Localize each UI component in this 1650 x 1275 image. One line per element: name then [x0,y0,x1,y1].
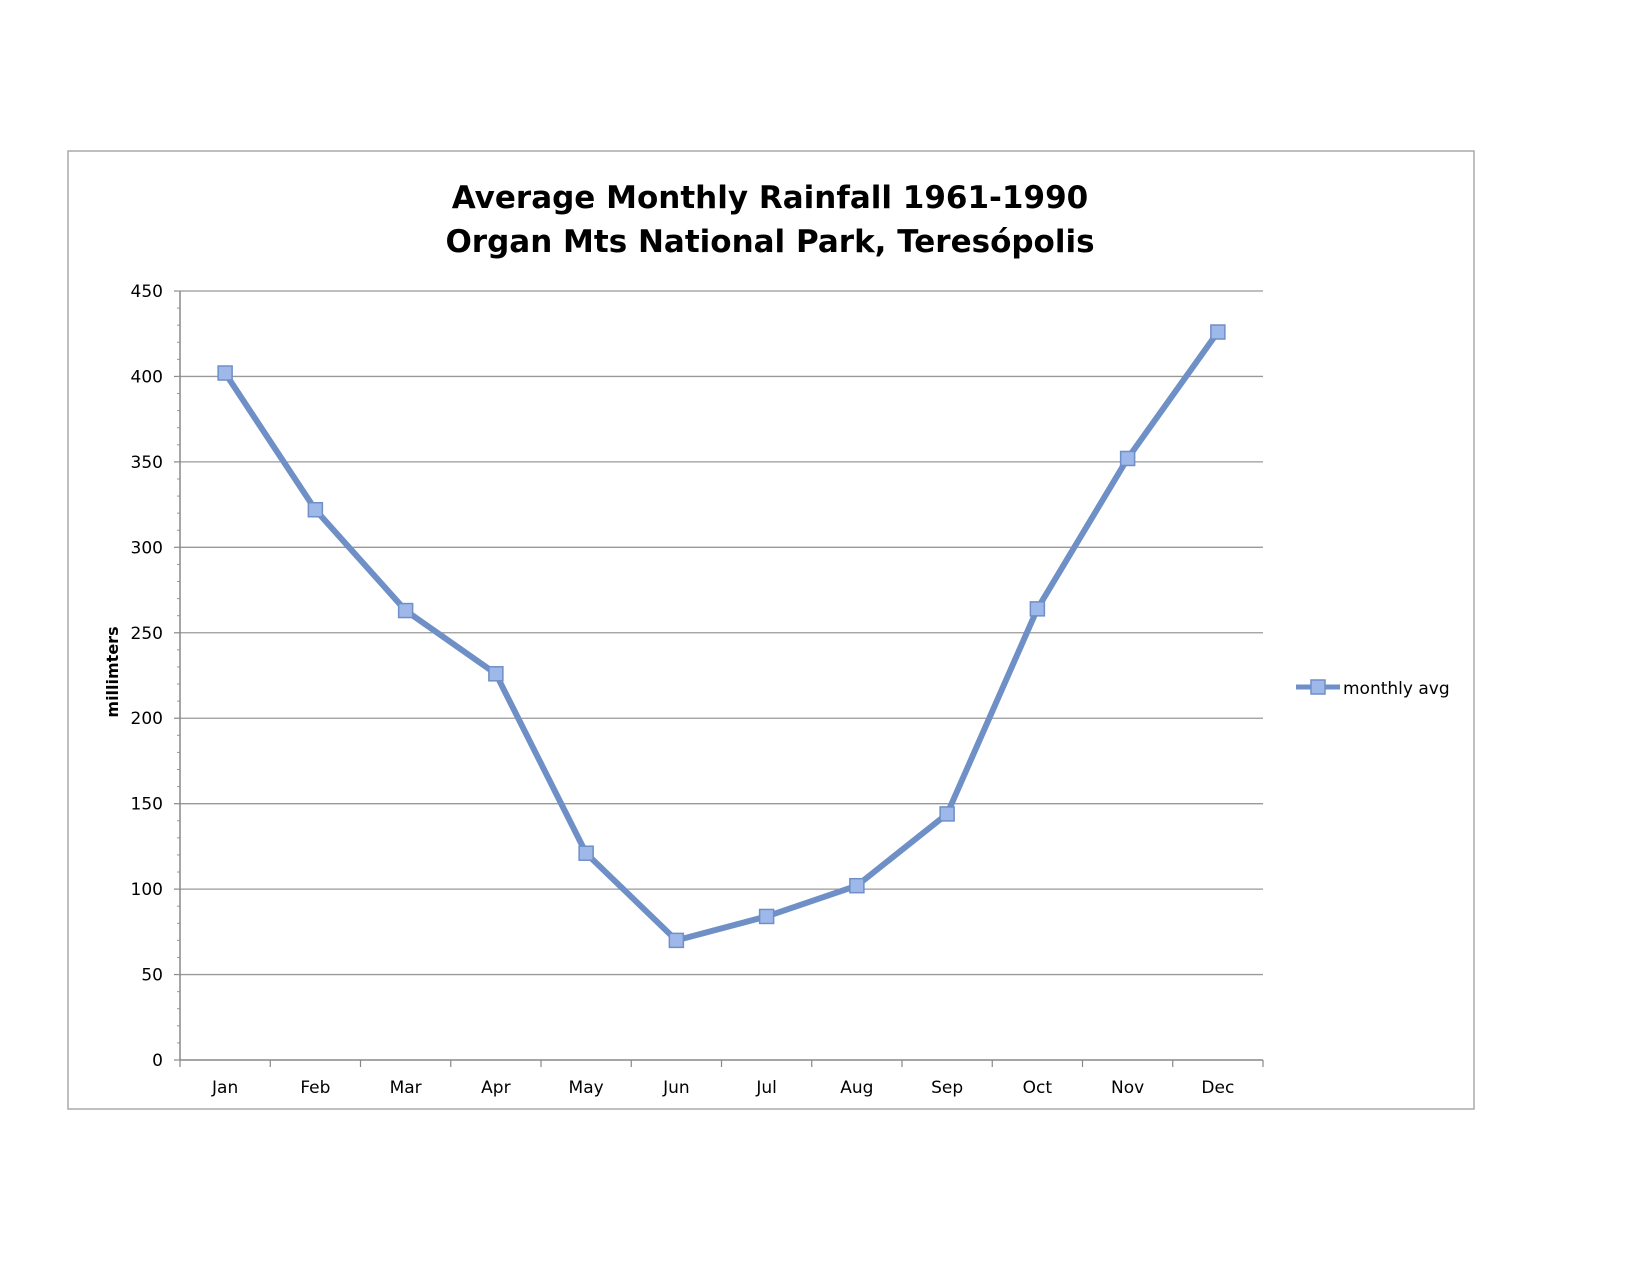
series-monthly-avg [217,324,1226,949]
y-tick-label: 100 [131,880,163,900]
x-tick-label: Apr [481,1078,510,1098]
y-tick-label: 400 [131,367,163,387]
x-tick-label: Oct [1023,1078,1053,1098]
y-tick-labels: 0 50 100 150 200 250 300 350 400 450 [131,282,163,1071]
data-point [217,365,233,381]
data-point [1210,324,1226,340]
x-tick-label: Jun [662,1078,690,1098]
y-tick-label: 50 [141,966,163,986]
gridlines [180,290,1263,976]
x-tick-label: Sep [931,1078,963,1098]
series-line [222,329,1221,944]
chart-border [67,150,1475,1110]
x-tick-label: Jul [755,1078,777,1098]
data-point [578,845,594,861]
y-axis-label: millimters [103,626,122,717]
y-tick-label: 300 [131,538,163,558]
x-tick-label: May [569,1078,604,1098]
y-tick-label: 150 [131,795,163,815]
data-point [488,666,504,682]
data-point [758,908,775,925]
data-point [668,932,685,949]
x-tick-label: Nov [1111,1078,1144,1098]
x-tick-label: Mar [390,1078,422,1098]
data-point [1119,450,1136,467]
x-tick-label: Aug [840,1078,873,1098]
x-tick-label: Feb [300,1078,330,1098]
x-tick-label: Dec [1201,1078,1234,1098]
x-tick-label: Jan [211,1078,238,1098]
y-tick-label: 250 [131,624,163,644]
data-point [939,806,955,822]
y-tick-label: 450 [131,282,163,302]
y-tick-label: 200 [131,709,163,729]
chart-title-line-2: Organ Mts National Park, Teresópolis [445,224,1094,260]
legend-label: monthly avg [1343,679,1450,699]
x-tick-labels: Jan Feb Mar Apr May Jun Jul Aug Sep Oct Nov Dec [211,1078,1234,1098]
axes [174,290,1264,1067]
data-point [849,877,865,894]
y-tick-label: 350 [131,453,163,473]
data-point [307,501,324,518]
legend: monthly avg [1296,679,1450,699]
data-point [397,602,414,619]
data-point [1029,601,1046,617]
y-tick-label: 0 [152,1051,163,1071]
legend-marker [1310,679,1326,695]
chart-title-line-1: Average Monthly Rainfall 1961-1990 [452,180,1088,216]
